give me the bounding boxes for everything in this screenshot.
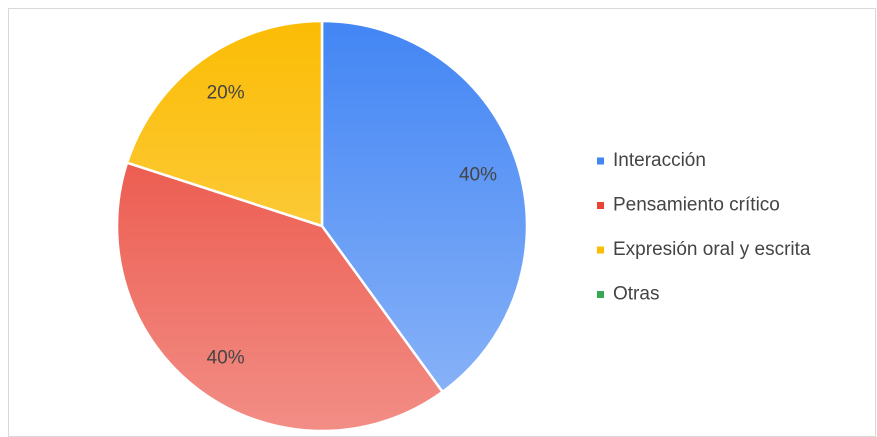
legend-swatch bbox=[597, 291, 604, 298]
legend-label: Interacción bbox=[613, 150, 706, 171]
slice-label: 40% bbox=[459, 164, 497, 185]
pie-slice bbox=[115, 161, 445, 433]
pie-slice bbox=[320, 19, 529, 394]
pie-slice bbox=[125, 19, 324, 228]
legend-label: Otras bbox=[613, 284, 659, 305]
legend-swatch bbox=[597, 246, 604, 254]
legend-swatch bbox=[597, 202, 604, 209]
slice-label: 40% bbox=[207, 348, 245, 369]
legend-swatch bbox=[597, 157, 604, 165]
slice-label: 20% bbox=[207, 82, 245, 103]
legend-label: Expresión oral y escrita bbox=[613, 239, 811, 260]
legend-label: Pensamiento crítico bbox=[613, 195, 780, 216]
